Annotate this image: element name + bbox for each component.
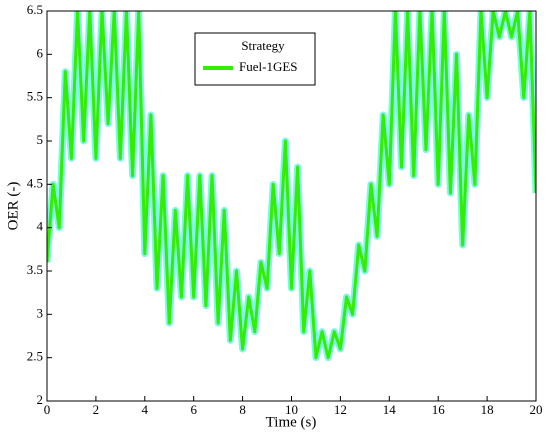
x-tick-label: 4 <box>142 402 149 417</box>
y-tick-label: 5 <box>37 132 44 147</box>
x-tick-label: 14 <box>383 402 397 417</box>
y-axis-label: OER (-) <box>5 182 21 231</box>
legend-box <box>194 32 316 86</box>
x-tick-label: 16 <box>432 402 446 417</box>
y-tick-label: 3.5 <box>27 262 43 277</box>
x-tick-label: 20 <box>530 402 543 417</box>
y-tick-label: 2.5 <box>27 349 43 364</box>
x-tick-label: 2 <box>93 402 100 417</box>
x-tick-label: 10 <box>285 402 298 417</box>
x-tick-label: 6 <box>190 402 197 417</box>
y-tick-label: 4.5 <box>27 175 43 190</box>
y-tick-label: 3 <box>37 305 44 320</box>
plot-area <box>47 11 536 362</box>
y-tick-label: 4 <box>37 219 44 234</box>
x-tick-label: 18 <box>481 402 494 417</box>
x-tick-label: 12 <box>334 402 347 417</box>
x-axis-label: Time (s) <box>266 414 317 430</box>
legend-title: Strategy <box>241 38 285 53</box>
x-tick-label: 0 <box>44 402 51 417</box>
legend-label: Fuel-1GES <box>239 59 298 74</box>
x-tick-label: 8 <box>239 402 246 417</box>
y-tick-label: 2 <box>37 392 44 407</box>
legend: Strategy Fuel-1GES <box>194 32 316 86</box>
y-tick-label: 6 <box>37 45 44 60</box>
y-tick-label: 6.5 <box>27 2 43 17</box>
series-line <box>47 11 536 360</box>
y-tick-label: 5.5 <box>27 89 43 104</box>
